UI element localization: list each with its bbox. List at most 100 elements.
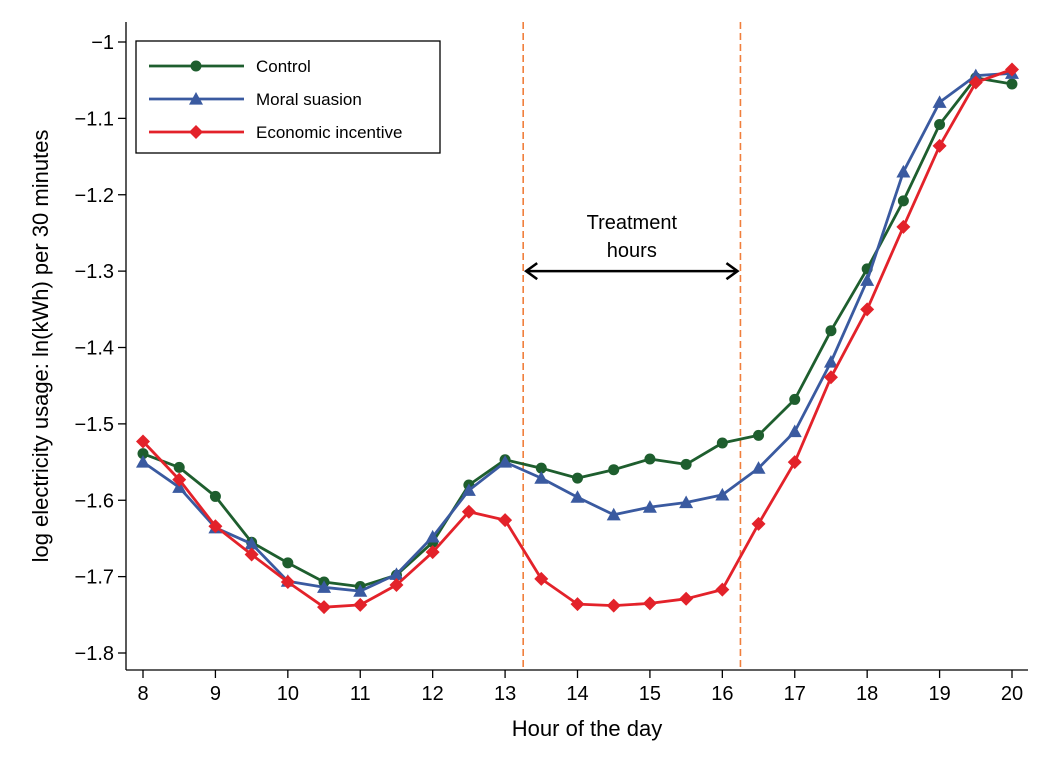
data-point-economic-incentive: [570, 597, 585, 612]
data-point-economic-incentive: [860, 302, 875, 317]
legend-swatch-marker: [190, 60, 202, 72]
data-point-control: [608, 464, 620, 476]
data-point-economic-incentive: [353, 597, 368, 612]
legend: Control Moral suasion Economic incentive: [135, 40, 441, 154]
series-layer: [136, 62, 1019, 615]
data-point-economic-incentive: [136, 434, 150, 449]
data-point-control: [934, 118, 946, 130]
x-tick-label: 13: [494, 683, 516, 705]
data-point-economic-incentive: [715, 582, 730, 597]
x-tick-label: 10: [277, 683, 299, 705]
x-tick-label: 9: [210, 683, 221, 705]
data-point-control: [716, 437, 728, 449]
x-tick-label: 16: [711, 683, 733, 705]
data-point-moral-suasion: [606, 507, 621, 521]
y-tick-label: −1.8: [75, 643, 114, 665]
data-point-economic-incentive: [461, 504, 476, 519]
legend-box: [135, 40, 441, 154]
data-point-moral-suasion: [968, 68, 983, 82]
data-point-economic-incentive: [280, 574, 295, 589]
data-point-control: [173, 461, 185, 473]
x-tick-label: 18: [856, 683, 878, 705]
data-point-economic-incentive: [172, 472, 187, 487]
data-point-moral-suasion: [715, 487, 730, 501]
data-point-moral-suasion: [787, 424, 802, 438]
data-point-control: [897, 195, 909, 207]
data-point-economic-incentive: [606, 598, 621, 613]
data-point-economic-incentive: [679, 591, 694, 606]
data-point-control: [535, 462, 547, 474]
y-tick-label: −1: [91, 32, 114, 54]
data-point-moral-suasion: [461, 483, 476, 496]
data-point-economic-incentive: [823, 370, 838, 385]
data-point-control: [282, 557, 294, 569]
data-point-control: [209, 490, 221, 502]
data-point-moral-suasion: [570, 490, 585, 503]
legend-entry-moral-suasion: Moral suasion: [149, 90, 362, 109]
data-point-moral-suasion: [534, 471, 549, 484]
series-economic-incentive: [136, 62, 1019, 615]
x-tick-label: 14: [566, 683, 588, 705]
data-point-moral-suasion: [896, 164, 911, 178]
data-point-economic-incentive: [534, 571, 549, 586]
x-tick-label: 11: [350, 683, 371, 705]
series-line-control: [142, 76, 1013, 588]
data-point-economic-incentive: [425, 545, 440, 560]
legend-swatch-marker: [189, 125, 203, 139]
data-point-control: [644, 453, 656, 465]
data-point-moral-suasion: [244, 536, 259, 550]
legend-swatch-marker: [189, 92, 203, 105]
data-point-economic-incentive: [389, 578, 404, 593]
legend-label: Moral suasion: [256, 90, 362, 109]
axes: −1.8 −1.7 −1.6 −1.5 −1.4 −1.3 −1.2 −1.1 −1 8 9 10 11…: [75, 22, 1028, 705]
data-point-control: [789, 393, 801, 405]
data-point-control: [753, 429, 765, 441]
x-tick-label: 19: [928, 683, 950, 705]
data-point-moral-suasion: [425, 529, 440, 543]
legend-label: Control: [256, 57, 311, 76]
data-point-economic-incentive: [968, 75, 983, 90]
data-point-economic-incentive: [932, 138, 947, 153]
data-point-control: [680, 458, 692, 470]
data-point-economic-incentive: [244, 547, 259, 562]
treatment-label-line1: Treatment: [587, 212, 678, 234]
data-point-economic-incentive: [896, 219, 911, 234]
treatment-arrow-right-head: [725, 262, 740, 281]
data-point-economic-incentive: [1005, 62, 1019, 77]
y-tick-label: −1.6: [75, 490, 114, 512]
data-point-moral-suasion: [751, 461, 766, 474]
data-point-control: [825, 325, 837, 337]
data-point-control: [1006, 78, 1018, 90]
data-point-economic-incentive: [498, 513, 513, 528]
treatment-label-line2: hours: [607, 240, 657, 262]
data-point-control: [137, 448, 149, 460]
data-point-moral-suasion: [642, 500, 657, 513]
data-point-economic-incentive: [787, 455, 802, 470]
x-tick-label: 17: [784, 683, 806, 705]
data-point-economic-incentive: [317, 600, 332, 615]
data-point-moral-suasion: [317, 580, 332, 593]
data-point-moral-suasion: [136, 455, 150, 468]
y-axis-title: log electricity usage: ln(kWh) per 30 mi…: [28, 130, 53, 563]
y-tick-label: −1.3: [75, 261, 114, 283]
x-tick-label: 15: [639, 683, 661, 705]
legend-label: Economic incentive: [256, 123, 402, 142]
x-axis-title: Hour of the day: [512, 716, 662, 741]
x-tick-label: 8: [137, 683, 148, 705]
data-point-control: [572, 472, 583, 484]
treatment-annotation: [522, 22, 742, 670]
y-tick-label: −1.4: [75, 338, 114, 360]
y-tick-label: −1.7: [75, 567, 114, 589]
data-point-moral-suasion: [932, 95, 947, 108]
data-point-moral-suasion: [679, 495, 694, 509]
y-tick-label: −1.5: [75, 414, 114, 436]
data-point-economic-incentive: [751, 516, 766, 531]
data-point-economic-incentive: [642, 596, 657, 611]
legend-entry-economic-incentive: Economic incentive: [149, 123, 402, 142]
y-tick-label: −1.1: [75, 108, 114, 130]
legend-entry-control: Control: [149, 57, 311, 76]
data-point-economic-incentive: [208, 519, 223, 534]
y-tick-label: −1.2: [75, 185, 114, 207]
